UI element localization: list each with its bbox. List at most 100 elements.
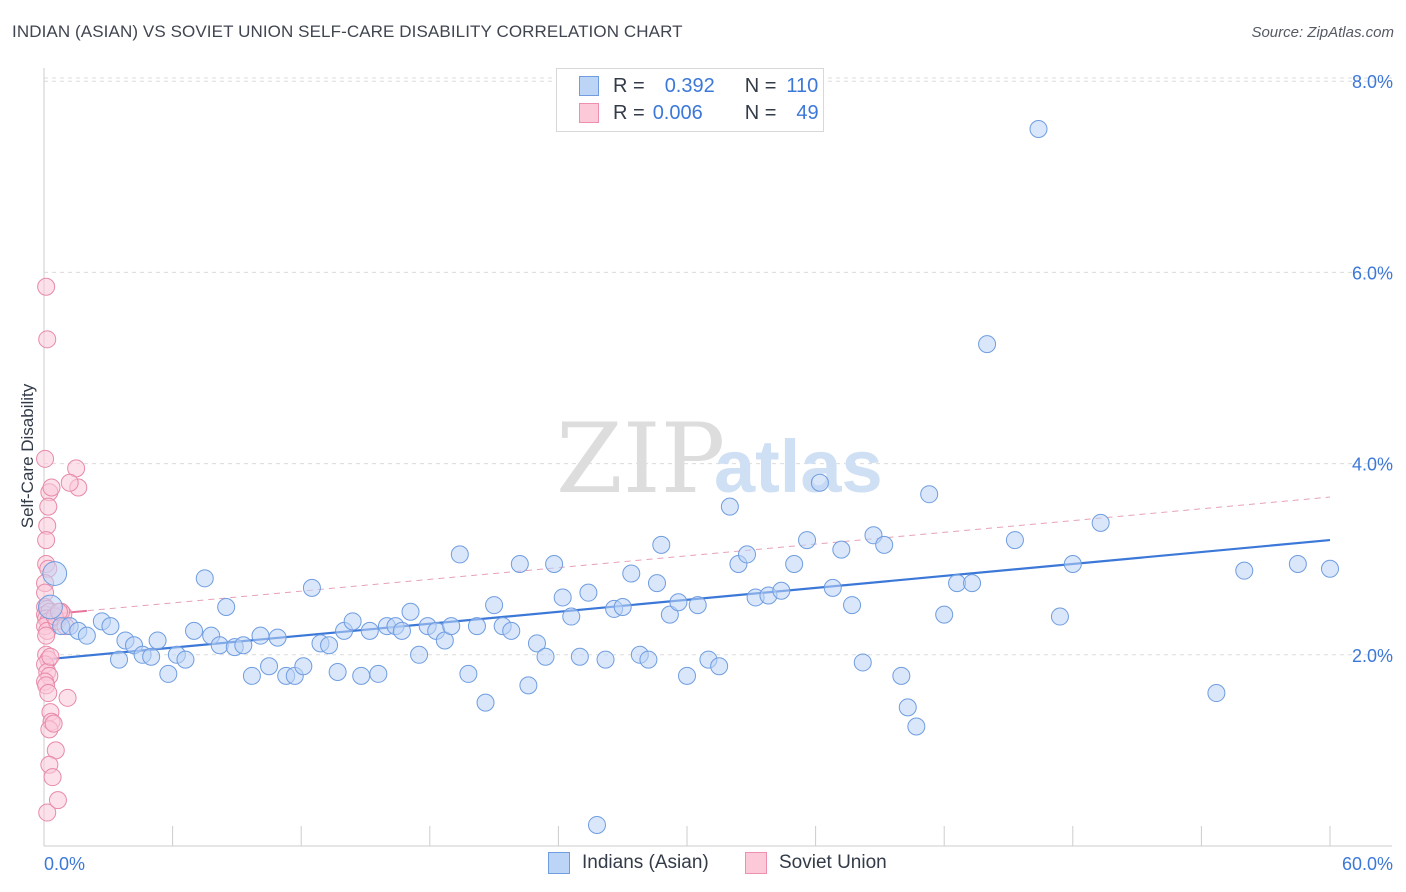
point-indians-asian [360, 621, 379, 640]
point-indians-asian [660, 605, 679, 624]
point-indians-asian [110, 650, 129, 669]
point-indians-asian [176, 650, 195, 669]
legend-swatch-pink [579, 103, 599, 123]
point-indians-asian [343, 612, 362, 631]
y-tick-label: 2.0% [1352, 646, 1393, 666]
point-indians-asian [853, 653, 872, 672]
point-indians-asian [920, 485, 939, 504]
trend-lines [43, 496, 1331, 661]
point-indians-asian [210, 636, 229, 655]
point-indians-asian [639, 650, 658, 669]
point-indians-asian [553, 588, 572, 607]
point-indians-asian [242, 666, 261, 685]
point-indians-asian [234, 636, 253, 655]
point-indians-asian [485, 596, 504, 615]
legend-r-value: 0.006 [652, 101, 703, 124]
point-indians-asian [527, 634, 546, 653]
x-tick-label: 60.0% [1342, 854, 1393, 874]
points-indians-asian [38, 120, 1339, 834]
y-tick-label: 6.0% [1352, 263, 1393, 283]
point-soviet-union [48, 791, 67, 810]
point-indians-asian [294, 657, 313, 676]
point-indians-asian [352, 666, 371, 685]
bottom-legend-label: Soviet Union [779, 852, 887, 873]
legend-r-value: 0.392 [664, 74, 715, 97]
point-indians-asian [907, 717, 926, 736]
point-indians-asian [579, 583, 598, 602]
point-indians-asian [195, 569, 214, 588]
point-indians-asian [1005, 531, 1024, 550]
point-indians-asian [328, 663, 347, 682]
chart-title: INDIAN (ASIAN) VS SOVIET UNION SELF-CARE… [12, 22, 683, 41]
legend-swatch-blue [579, 76, 599, 96]
point-soviet-union [39, 684, 58, 703]
point-indians-asian [1207, 684, 1226, 703]
point-indians-asian [652, 535, 671, 554]
point-soviet-union [37, 626, 56, 645]
legend-n-value: 49 [796, 101, 819, 124]
point-indians-asian [459, 664, 478, 683]
point-indians-asian [720, 497, 739, 516]
point-indians-asian [260, 657, 279, 676]
point-indians-asian [823, 578, 842, 597]
source-label: Source: ZipAtlas.com [1251, 24, 1394, 41]
point-indians-asian [502, 621, 521, 640]
point-indians-asian [369, 664, 388, 683]
legend-n-label: N = [744, 101, 777, 124]
point-indians-asian [536, 647, 555, 666]
point-indians-asian [42, 561, 68, 586]
bottom-legend-swatch-pink [745, 852, 767, 874]
point-indians-asian [1029, 120, 1048, 138]
point-indians-asian [810, 473, 829, 492]
point-indians-asian [401, 602, 420, 621]
point-indians-asian [798, 531, 817, 550]
point-soviet-union [58, 688, 77, 707]
point-indians-asian [251, 626, 270, 645]
point-indians-asian [185, 621, 204, 640]
point-indians-asian [410, 645, 429, 664]
point-indians-asian [785, 554, 804, 573]
legend-n-label: N = [744, 74, 777, 97]
point-indians-asian [832, 540, 851, 559]
point-soviet-union [37, 531, 56, 550]
legend-r-label: R = [613, 74, 645, 97]
point-indians-asian [142, 647, 161, 666]
point-indians-asian [678, 666, 696, 685]
point-indians-asian [392, 621, 411, 640]
legend-box: R = 0.392 N = 110 R = 0.006 N = 49 [556, 68, 824, 132]
grid-lines [44, 77, 1392, 656]
point-soviet-union [38, 330, 57, 349]
point-indians-asian [613, 598, 632, 616]
point-indians-asian [38, 594, 63, 620]
bottom-legend-indians: Indians (Asian) [548, 852, 709, 874]
point-indians-asian [450, 545, 469, 564]
point-indians-asian [467, 617, 486, 636]
point-indians-asian [101, 617, 120, 636]
point-indians-asian [217, 598, 236, 616]
point-indians-asian [442, 617, 461, 636]
point-indians-asian [948, 574, 967, 593]
point-indians-asian [1235, 561, 1254, 580]
point-indians-asian [596, 650, 615, 669]
legend-r-label: R = [613, 101, 645, 124]
point-soviet-union [39, 497, 58, 516]
point-indians-asian [710, 657, 729, 676]
point-soviet-union [41, 647, 60, 666]
point-indians-asian [647, 574, 666, 593]
point-indians-asian [978, 335, 997, 354]
point-soviet-union [60, 473, 79, 492]
point-indians-asian [148, 631, 167, 650]
point-soviet-union [43, 768, 62, 787]
point-indians-asian [935, 605, 954, 624]
point-indians-asian [622, 564, 641, 583]
point-indians-asian [1091, 513, 1110, 532]
point-indians-asian [570, 647, 589, 666]
point-indians-asian [669, 593, 688, 612]
watermark-zip: ZIP [556, 403, 725, 515]
bottom-legend-swatch-blue [548, 852, 570, 874]
point-indians-asian [688, 596, 707, 615]
y-tick-label: 8.0% [1352, 72, 1393, 92]
point-indians-asian [562, 607, 581, 626]
point-indians-asian [545, 554, 564, 573]
